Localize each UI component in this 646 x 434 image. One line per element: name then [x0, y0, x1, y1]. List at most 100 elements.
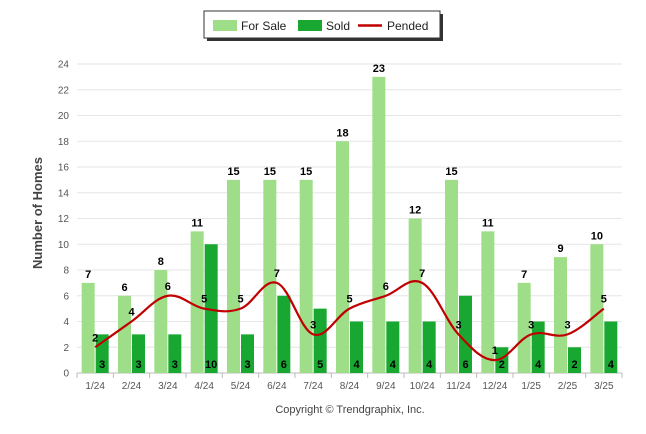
label-sold: 4: [426, 359, 433, 371]
legend-swatch-sold: [298, 20, 322, 31]
label-pended: 7: [274, 268, 280, 280]
grid: [77, 63, 622, 374]
label-for-sale: 15: [300, 166, 312, 178]
bar-sold: [313, 308, 327, 373]
y-tick-label: 22: [58, 85, 70, 96]
label-for-sale: 11: [482, 217, 494, 229]
x-tick-label: 8/24: [340, 381, 360, 392]
label-pended: 1: [492, 345, 498, 357]
label-pended: 3: [564, 319, 570, 331]
y-tick-label: 16: [58, 163, 70, 174]
x-axis-ticks: 1/24 2/24 3/24 4/24 5/24 6/24 7/24 8/24 9/24 10/2…: [76, 373, 623, 392]
bar-for-sale: [481, 231, 495, 373]
bar-sold: [386, 321, 400, 373]
copyright-credit: Copyright © Trendgraphix, Inc.: [275, 404, 424, 416]
label-pended: 5: [237, 294, 243, 306]
x-tick-label: 6/24: [267, 381, 287, 392]
label-pended: 7: [419, 268, 425, 280]
x-tick-label: 1/25: [521, 381, 541, 392]
label-sold: 3: [244, 359, 250, 371]
y-tick-label: 4: [63, 317, 69, 328]
y-tick-label: 24: [58, 60, 70, 71]
label-for-sale: 15: [227, 166, 239, 178]
label-sold: 10: [205, 359, 217, 371]
label-sold: 3: [135, 359, 141, 371]
label-sold: 6: [462, 359, 468, 371]
x-tick-label: 7/24: [303, 381, 323, 392]
y-tick-label: 0: [63, 369, 69, 380]
y-tick-label: 6: [63, 291, 69, 302]
legend-label-sold: Sold: [326, 19, 350, 33]
bar-sold: [168, 334, 182, 373]
x-tick-label: 11/24: [446, 381, 471, 392]
bar-sold: [277, 295, 291, 373]
legend-label-pended: Pended: [387, 19, 428, 33]
y-tick-label: 20: [58, 111, 70, 122]
label-sold: 2: [571, 359, 577, 371]
label-for-sale: 15: [445, 166, 457, 178]
bar-sold: [241, 334, 254, 373]
x-tick-label: 2/25: [558, 381, 578, 392]
bar-sold: [568, 347, 581, 373]
series-pended: [94, 280, 605, 362]
bar-for-sale: [554, 257, 567, 373]
bar-sold: [422, 321, 436, 373]
label-sold: 2: [499, 359, 505, 371]
bar-for-sale: [445, 179, 458, 373]
bar-for-sale: [190, 231, 204, 373]
x-tick-label: 5/24: [231, 381, 251, 392]
label-for-sale: 9: [557, 243, 563, 255]
label-pended: 6: [383, 281, 389, 293]
y-axis-label: Number of Homes: [30, 157, 45, 269]
label-pended: 5: [601, 294, 607, 306]
bar-sold: [350, 321, 363, 373]
label-for-sale: 12: [409, 205, 421, 217]
x-tick-label: 9/24: [376, 381, 396, 392]
x-tick-label: 4/24: [194, 381, 214, 392]
bar-for-sale: [299, 179, 313, 373]
y-tick-label: 8: [63, 266, 69, 277]
label-sold: 6: [281, 359, 287, 371]
label-sold: 4: [390, 359, 397, 371]
label-pended: 2: [92, 332, 98, 344]
y-tick-label: 2: [63, 343, 69, 354]
label-for-sale: 10: [591, 230, 603, 242]
label-for-sale: 6: [121, 282, 127, 294]
x-tick-label: 1/24: [85, 381, 105, 392]
label-pended: 3: [310, 319, 316, 331]
series-for-sale: [81, 76, 604, 373]
label-for-sale: 7: [521, 269, 527, 281]
x-tick-label: 3/24: [158, 381, 178, 392]
bar-for-sale: [590, 244, 604, 373]
label-for-sale: 7: [85, 269, 91, 281]
x-tick-label: 10/24: [410, 381, 435, 392]
y-tick-label: 12: [58, 214, 70, 225]
bar-for-sale: [517, 282, 531, 373]
label-pended: 3: [528, 319, 534, 331]
label-pended: 3: [455, 319, 461, 331]
label-sold: 5: [317, 359, 323, 371]
label-sold: 4: [535, 359, 542, 371]
label-pended: 5: [346, 294, 352, 306]
legend-swatch-for-sale: [213, 20, 237, 31]
label-for-sale: 8: [158, 256, 164, 268]
legend-label-for-sale: For Sale: [241, 19, 287, 33]
bar-for-sale: [81, 282, 95, 373]
series-sold: [95, 244, 618, 373]
label-for-sale: 23: [373, 63, 385, 75]
label-pended: 6: [165, 281, 171, 293]
label-sold: 4: [353, 359, 360, 371]
bar-for-sale: [263, 179, 277, 373]
bar-sold: [459, 295, 472, 373]
label-for-sale: 15: [264, 166, 276, 178]
label-pended: 5: [201, 294, 207, 306]
y-tick-label: 10: [58, 240, 70, 251]
bar-for-sale: [408, 218, 422, 373]
label-pended: 4: [128, 307, 135, 319]
bar-for-sale: [227, 179, 240, 373]
x-tick-label: 3/25: [594, 381, 614, 392]
line-pended: [94, 280, 605, 362]
data-labels: 7363831110153156155184234124156112749210…: [85, 63, 615, 371]
label-for-sale: 18: [336, 127, 348, 139]
